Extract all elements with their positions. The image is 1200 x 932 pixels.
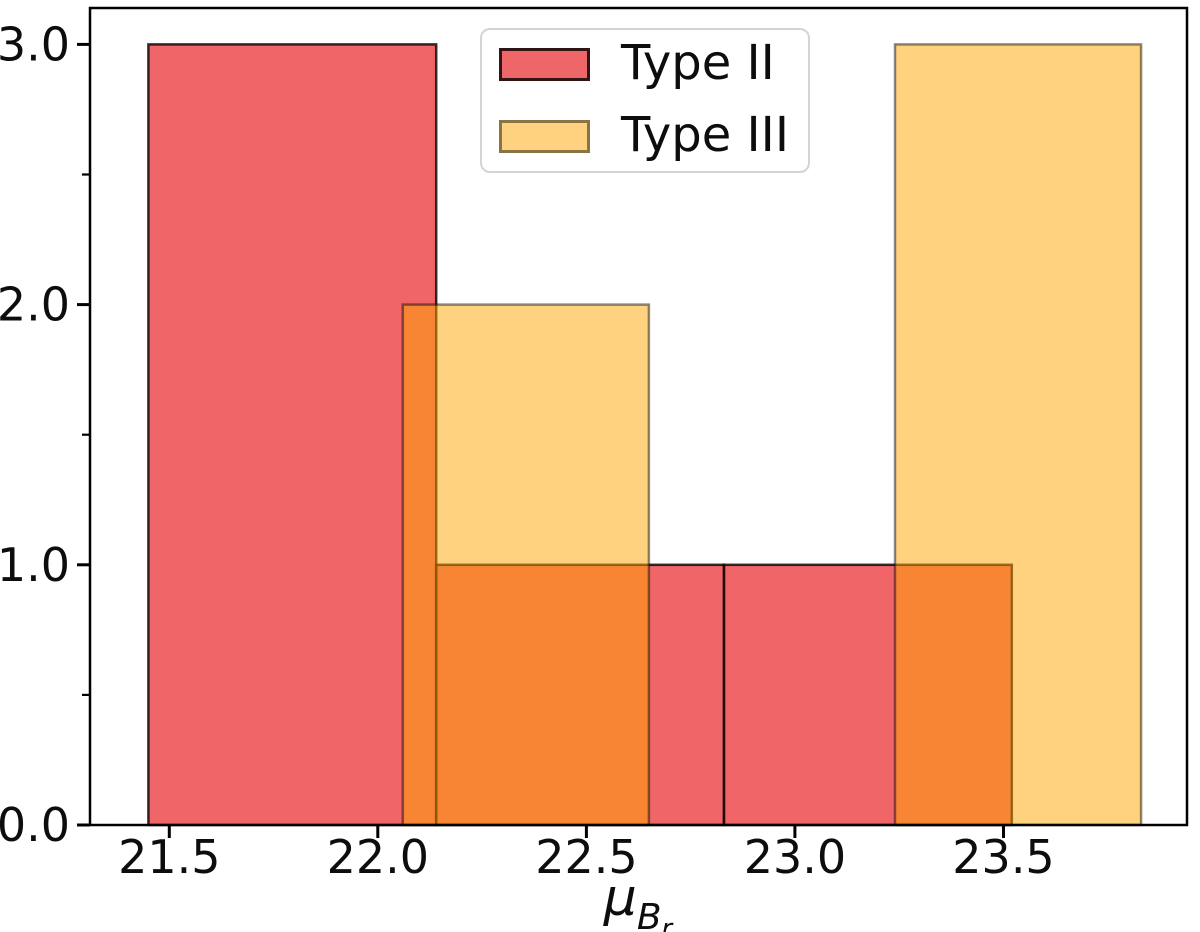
x-axis-label-sub-r: r: [661, 914, 673, 932]
x-axis-label-mu: μ: [603, 868, 637, 928]
x-tick-label: 23.0: [744, 830, 846, 884]
legend-label-type-ii: Type II: [621, 34, 775, 91]
x-tick-label: 23.5: [952, 830, 1054, 884]
x-axis-label: μBr: [604, 872, 673, 932]
x-axis-label-sub-b: B: [636, 897, 662, 932]
histogram-bar-type-iii-0: [401, 303, 651, 827]
x-tick-label: 22.0: [327, 830, 429, 884]
y-tick-label: 1.0: [0, 538, 70, 592]
legend-swatch-type-ii-icon: [499, 48, 590, 81]
axes-spines: [88, 6, 1189, 827]
legend-entry-type-iii: Type III: [499, 111, 808, 163]
legend-swatch-type-iii-icon: [499, 120, 590, 153]
legend-label-type-iii: Type III: [621, 106, 789, 163]
y-tick-label: 2.0: [0, 278, 70, 332]
legend-entry-type-ii: Type II: [499, 39, 808, 91]
y-tick-label: 3.0: [0, 17, 70, 71]
x-tick-label: 22.5: [535, 830, 637, 884]
x-tick-label: 21.5: [118, 830, 220, 884]
legend: Type II Type III: [480, 28, 810, 173]
y-tick-label: 0.0: [0, 798, 70, 852]
histogram-bar-type-iii-2: [893, 43, 1143, 827]
histogram-bar-type-ii-0: [147, 43, 438, 827]
